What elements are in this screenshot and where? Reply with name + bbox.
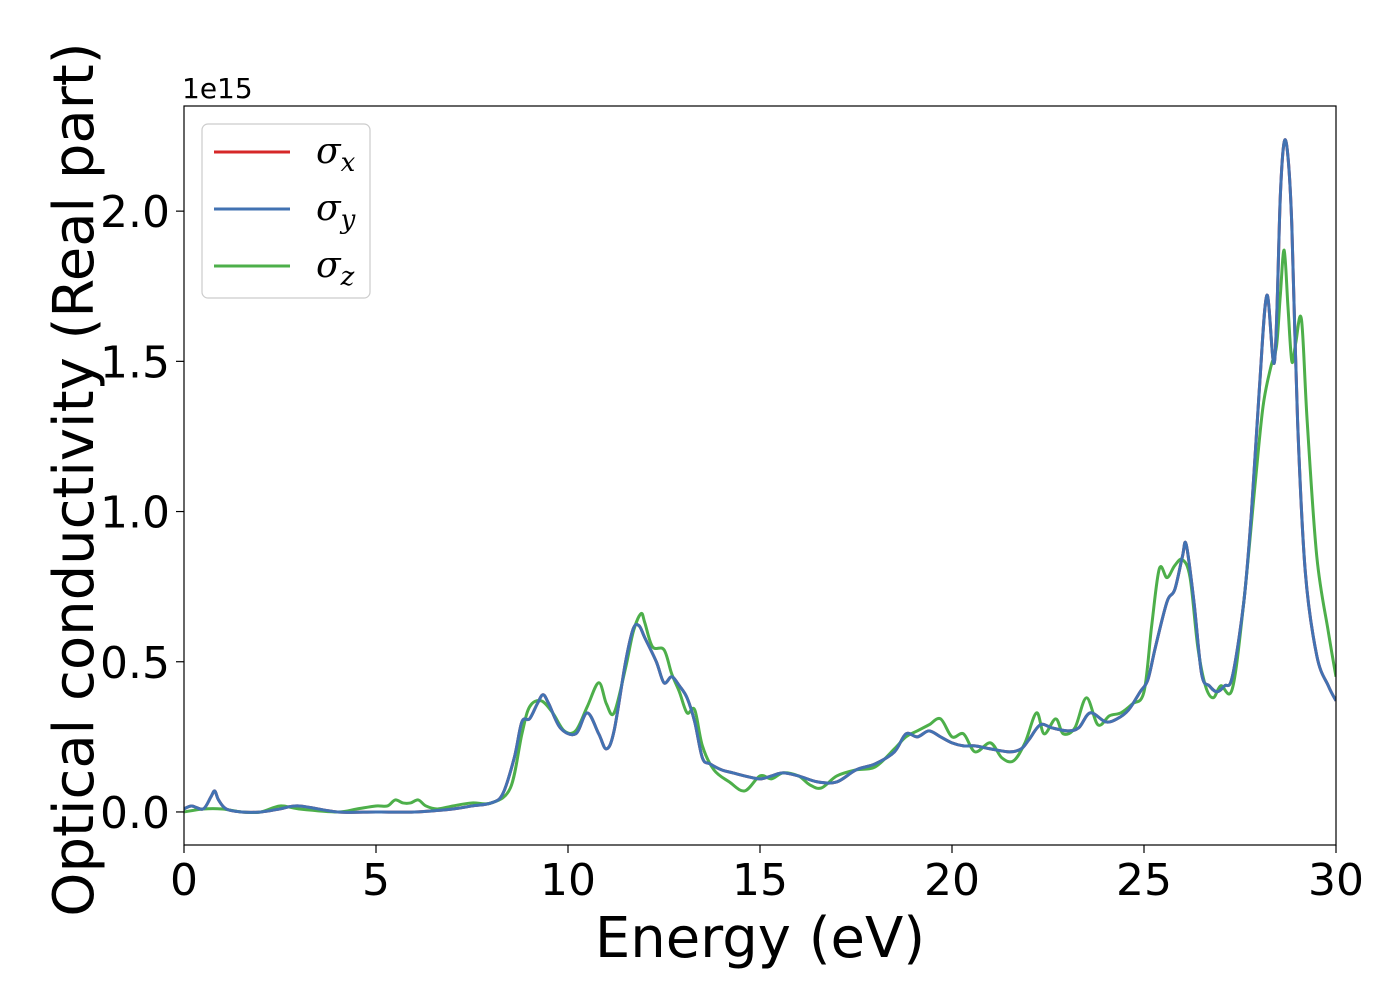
legend-label-z: σz — [316, 245, 355, 292]
y-tick-label: 1.0 — [100, 488, 170, 539]
legend-box — [201, 123, 371, 299]
y-axis-offset-label: 1e15 — [182, 72, 253, 105]
y-tick-label: 1.5 — [100, 337, 170, 388]
legend-label-y: σy — [316, 188, 356, 235]
y-tick-label: 2.0 — [100, 187, 170, 238]
legend-label-x: σx — [316, 131, 356, 178]
x-axis-ticks: 0 5 10 15 20 25 30 — [170, 845, 1364, 906]
series-line-z — [184, 248, 1336, 815]
y-tick-label: 0.0 — [100, 788, 170, 839]
x-axis-label: Energy (eV) — [595, 906, 925, 971]
x-tick-label: 30 — [1308, 855, 1364, 906]
legend-subscript: z — [340, 262, 355, 292]
series-line-y — [184, 138, 1336, 814]
y-axis-ticks: 0.0 0.5 1.0 1.5 2.0 — [100, 187, 184, 839]
series-lines — [184, 138, 1336, 815]
x-tick-label: 10 — [540, 855, 596, 906]
x-tick-label: 15 — [732, 855, 788, 906]
x-tick-label: 0 — [170, 855, 198, 906]
legend-symbol: σ — [316, 188, 342, 229]
x-tick-label: 5 — [362, 855, 390, 906]
legend-symbol: σ — [316, 131, 342, 172]
y-axis-label: Optical conductivity (Real part) — [42, 42, 107, 916]
x-tick-label: 25 — [1116, 855, 1172, 906]
legend-symbol: σ — [316, 245, 342, 286]
legend-subscript: x — [341, 148, 356, 178]
x-tick-label: 20 — [924, 855, 980, 906]
legend-subscript: y — [340, 205, 356, 235]
y-tick-label: 0.5 — [100, 638, 170, 689]
